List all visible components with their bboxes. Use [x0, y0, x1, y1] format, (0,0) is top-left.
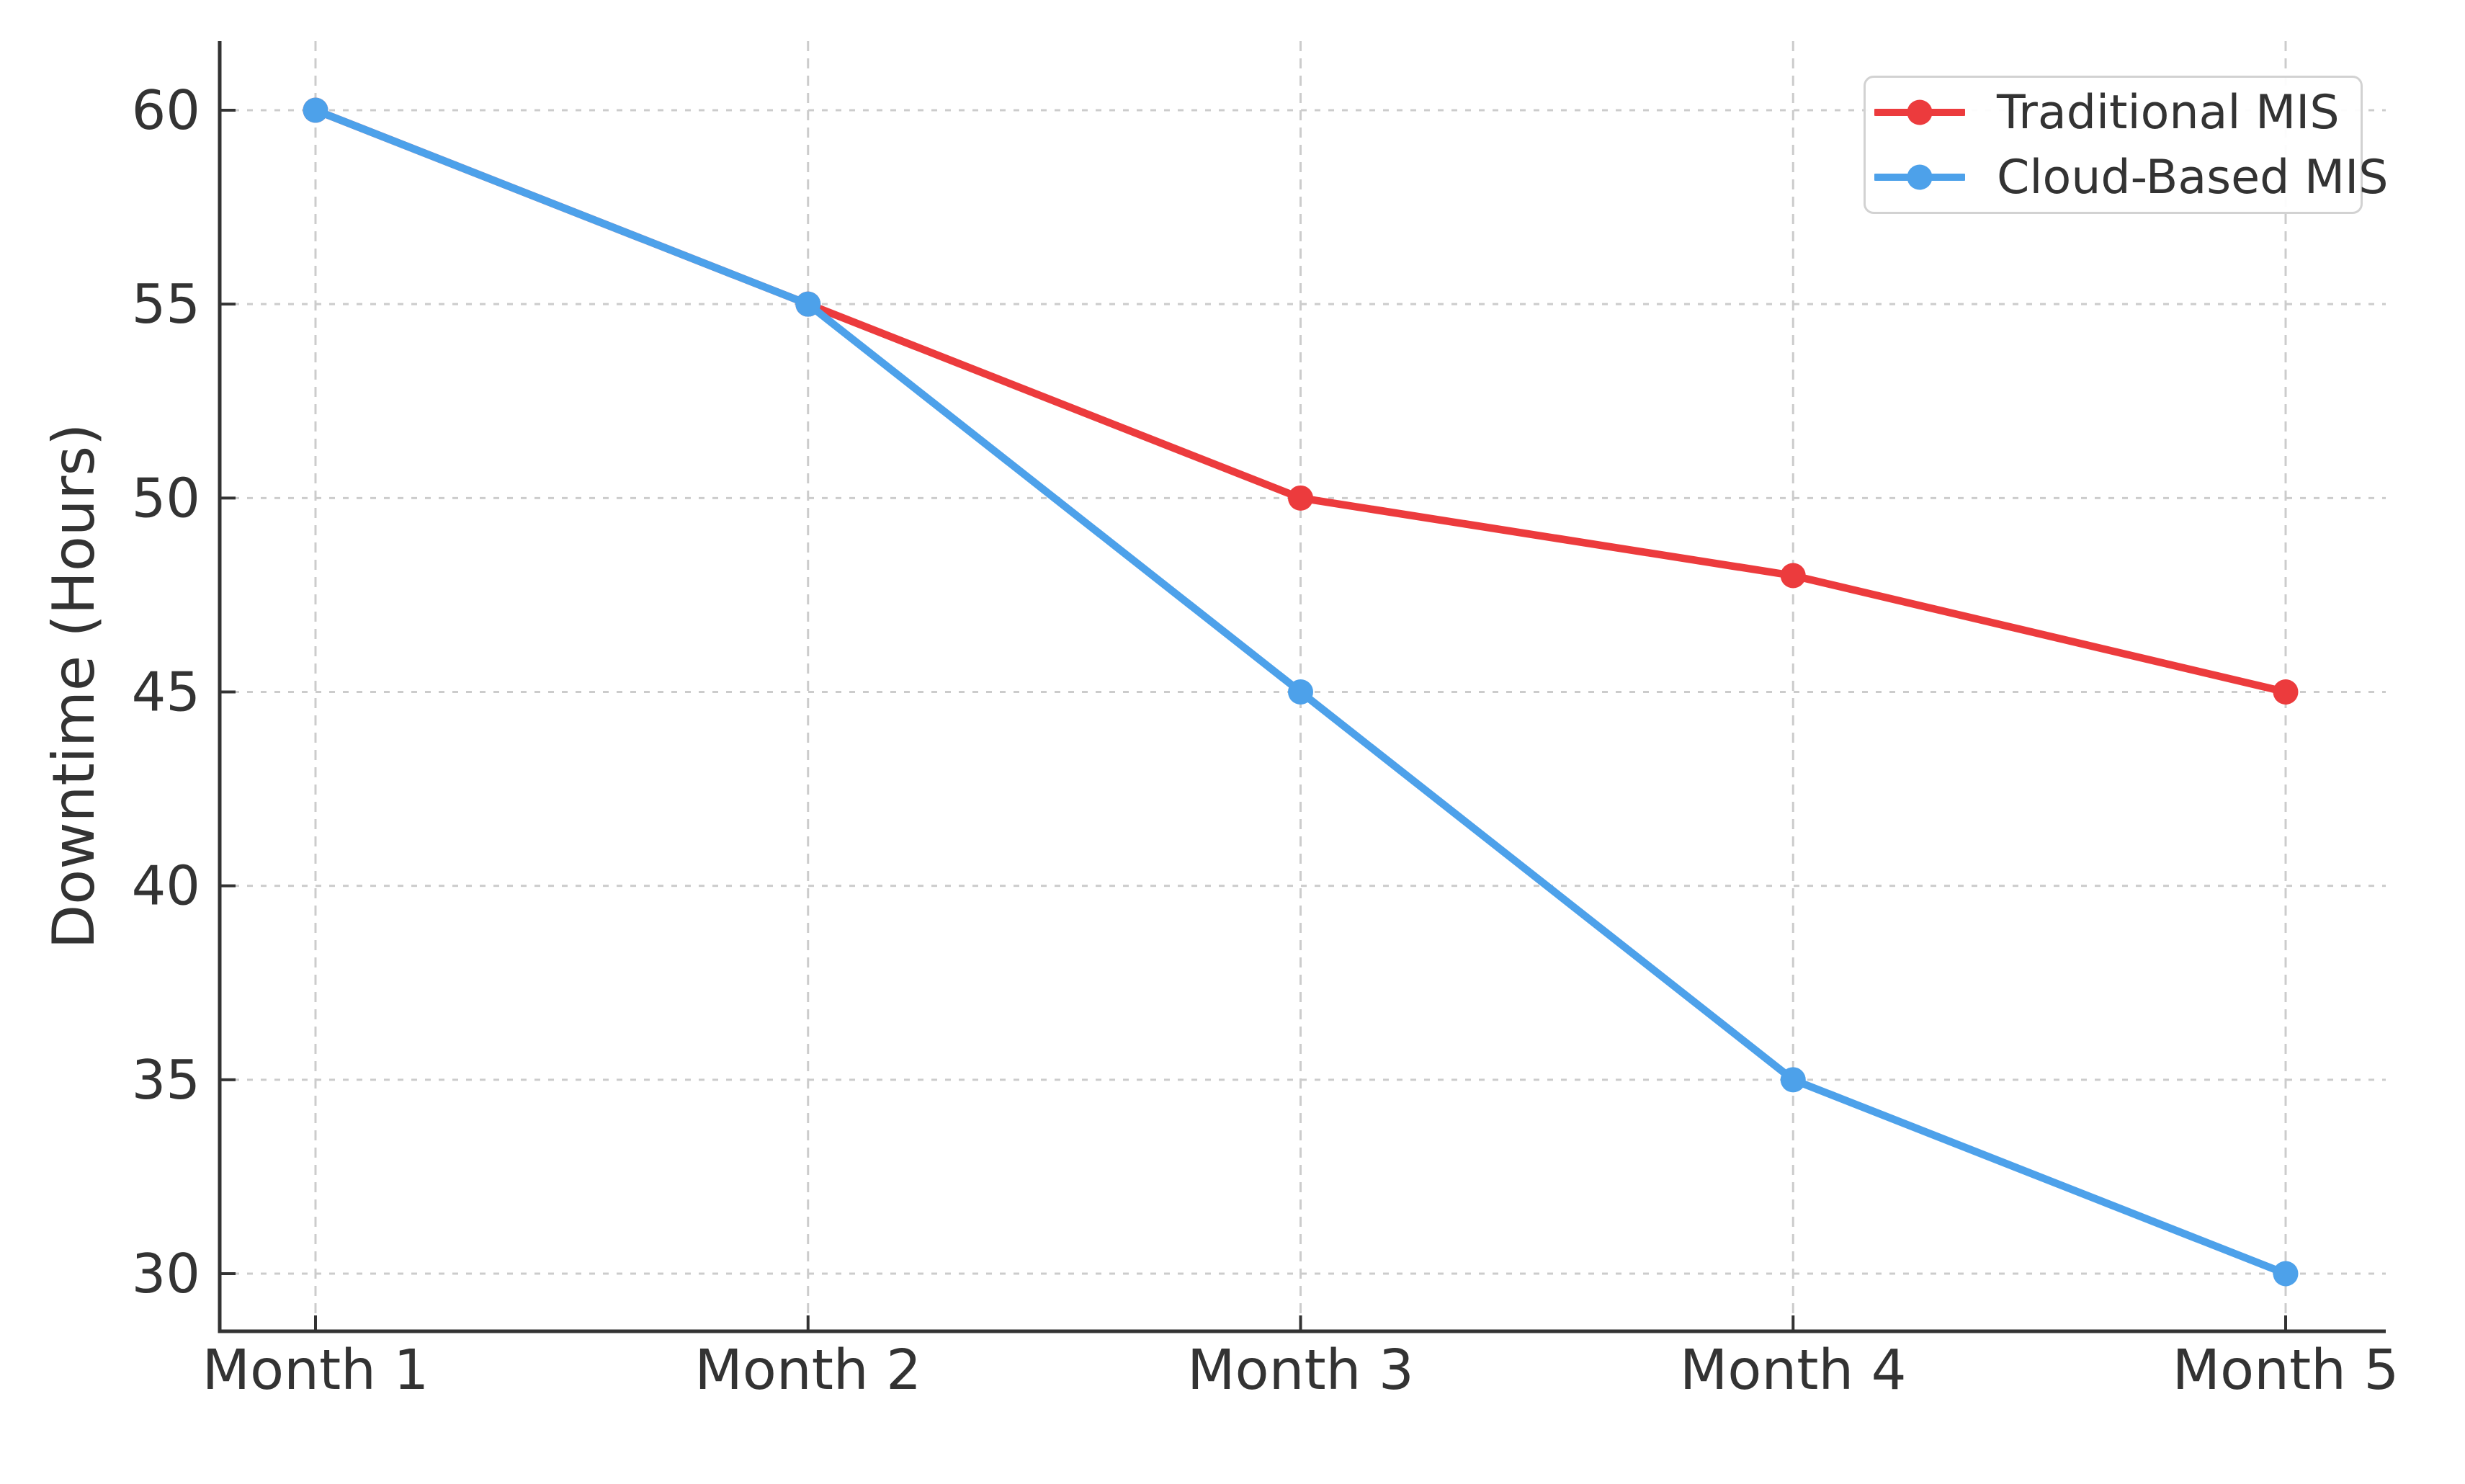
y-tick-label: 60	[132, 79, 200, 142]
x-tick-label: Month 4	[1680, 1338, 1907, 1403]
data-point-cloud-based-mis	[1780, 1067, 1806, 1093]
y-tick-label: 30	[132, 1242, 200, 1305]
x-tick-label: Month 2	[694, 1338, 921, 1403]
y-tick-label: 45	[132, 661, 200, 724]
legend-line-marker-icon	[1874, 99, 1965, 125]
legend-label: Traditional MIS	[1997, 85, 2340, 140]
y-tick-label: 55	[132, 272, 200, 336]
x-tick-label: Month 1	[202, 1338, 429, 1403]
legend-label: Cloud-Based MIS	[1997, 150, 2389, 205]
x-tick-label: Month 3	[1187, 1338, 1414, 1403]
data-point-cloud-based-mis	[795, 291, 821, 317]
legend-item-traditional-mis: Traditional MIS	[1874, 80, 2361, 145]
data-point-cloud-based-mis	[1288, 679, 1313, 705]
data-point-traditional-mis	[2273, 679, 2299, 705]
data-point-traditional-mis	[1780, 563, 1806, 589]
data-point-cloud-based-mis	[303, 97, 328, 123]
y-tick-label: 40	[132, 854, 200, 918]
legend: Traditional MIS Cloud-Based MIS	[1864, 76, 2389, 214]
x-tick-label: Month 5	[2173, 1338, 2399, 1403]
legend-line-marker-icon	[1874, 164, 1965, 190]
data-point-traditional-mis	[1288, 485, 1313, 511]
data-point-cloud-based-mis	[2273, 1261, 2299, 1287]
y-tick-label: 35	[132, 1048, 200, 1112]
legend-item-cloud-based-mis: Cloud-Based MIS	[1874, 145, 2389, 210]
y-axis-title: Downtime (Hours)	[40, 424, 107, 949]
y-tick-label: 50	[132, 466, 200, 529]
